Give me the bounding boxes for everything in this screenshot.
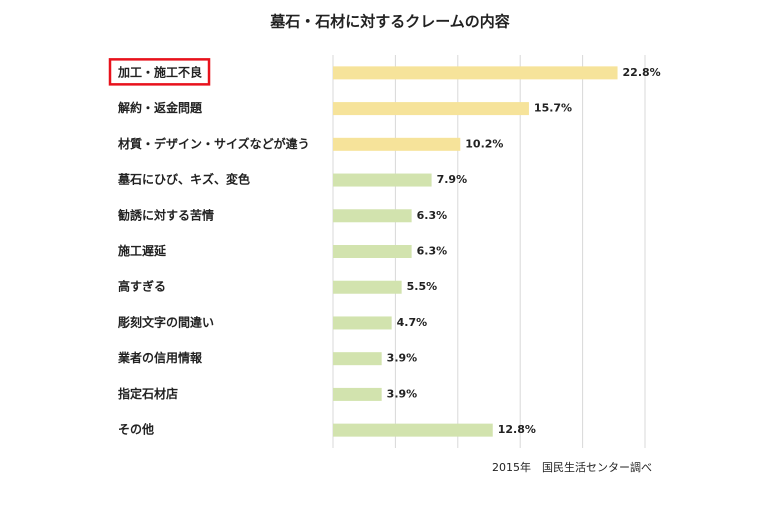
- y-tick-label: 材質・デザイン・サイズなどが違う: [117, 136, 310, 151]
- y-tick-label: 勧誘に対する苦情: [118, 207, 214, 222]
- bar: [333, 316, 392, 330]
- value-label: 15.7%: [534, 102, 572, 115]
- y-tick-label: 施工遅延: [118, 243, 167, 258]
- value-label: 22.8%: [623, 66, 661, 79]
- chart-title: 墓石・石材に対するクレームの内容: [269, 13, 510, 31]
- y-tick-label: その他: [118, 422, 154, 437]
- value-label: 4.7%: [397, 316, 428, 329]
- bar: [333, 137, 461, 151]
- bar: [333, 173, 432, 187]
- value-label: 7.9%: [437, 173, 468, 186]
- y-tick-label: 指定石材店: [118, 386, 178, 401]
- value-label: 6.3%: [417, 245, 448, 258]
- bar: [333, 423, 493, 437]
- y-tick-label: 高すぎる: [118, 279, 166, 294]
- bar: [333, 66, 618, 80]
- bar: [333, 387, 382, 401]
- bar: [333, 209, 412, 223]
- bar: [333, 102, 529, 116]
- y-tick-label: 業者の信用情報: [117, 350, 203, 365]
- source-note: 2015年 国民生活センター調べ: [492, 460, 652, 474]
- value-label: 3.9%: [387, 352, 418, 365]
- value-label: 3.9%: [387, 387, 418, 400]
- bar: [333, 280, 402, 294]
- y-tick-label: 加工・施工不良: [117, 64, 202, 79]
- value-label: 6.3%: [417, 209, 448, 222]
- bar: [333, 245, 412, 258]
- bar: [333, 352, 382, 366]
- y-tick-label: 解約・返金問題: [118, 100, 203, 115]
- y-tick-label: 彫刻文字の間違い: [117, 314, 214, 329]
- value-label: 5.5%: [407, 280, 438, 293]
- value-label: 10.2%: [465, 137, 503, 150]
- highlight-box: [108, 58, 211, 86]
- value-label: 12.8%: [498, 423, 536, 436]
- y-tick-label: 墓石にひび、キズ、変色: [117, 172, 250, 187]
